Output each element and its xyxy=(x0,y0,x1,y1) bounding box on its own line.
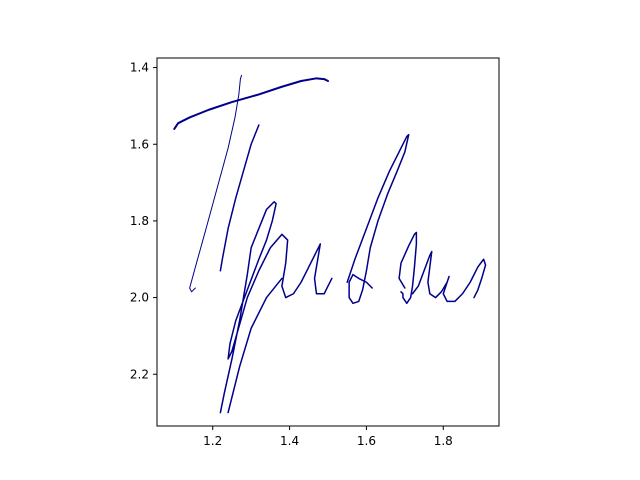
y-tick-label: 2.2 xyxy=(130,367,149,381)
x-tick-label: 1.2 xyxy=(203,434,222,448)
x-axis: 1.2 1.4 1.6 1.8 xyxy=(203,426,453,448)
signature-stroke-7 xyxy=(398,231,418,305)
signature-stroke-1 xyxy=(173,77,329,130)
y-tick-label: 2.0 xyxy=(130,291,149,305)
signature-stroke-8 xyxy=(411,250,487,303)
y-axis: 1.4 1.6 1.8 2.0 2.2 xyxy=(130,61,157,381)
signature-stroke-6 xyxy=(346,133,410,305)
signature-stroke-3 xyxy=(219,124,260,272)
y-tick-label: 1.4 xyxy=(130,61,149,75)
signature-stroke-2 xyxy=(189,74,243,293)
signature-stroke-4 xyxy=(219,201,333,414)
axes-frame xyxy=(156,57,500,427)
y-tick-label: 1.6 xyxy=(130,137,149,151)
x-tick-label: 1.8 xyxy=(434,434,453,448)
y-tick-label: 1.8 xyxy=(130,214,149,228)
x-tick-label: 1.6 xyxy=(357,434,376,448)
series-layer xyxy=(173,74,487,414)
plot-area xyxy=(157,58,499,426)
signature-stroke-5 xyxy=(227,277,283,414)
x-tick-label: 1.4 xyxy=(280,434,299,448)
